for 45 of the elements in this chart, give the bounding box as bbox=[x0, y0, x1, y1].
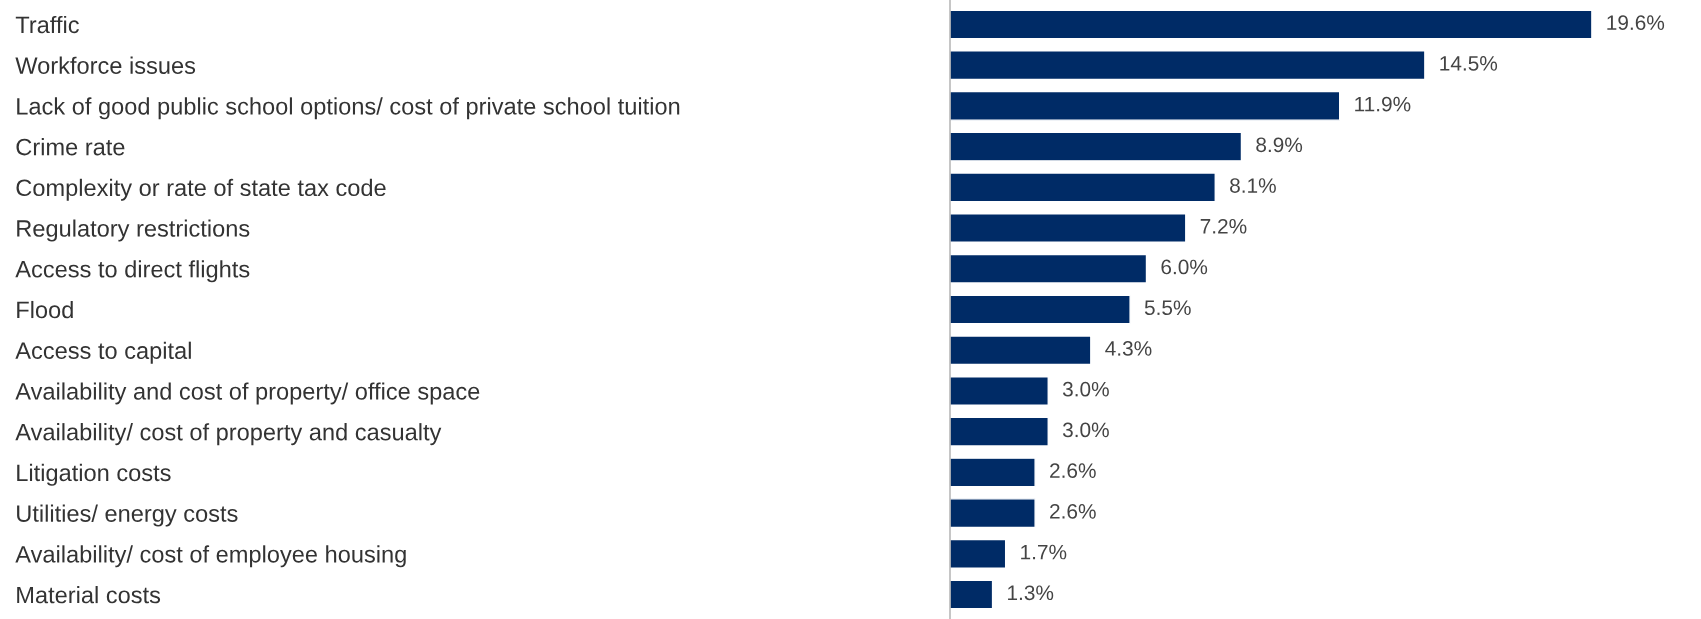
data-label: 6.0% bbox=[1161, 259, 1208, 275]
bar bbox=[950, 335, 1092, 366]
bar bbox=[950, 131, 1243, 162]
bar bbox=[950, 457, 1036, 488]
data-label: 5.5% bbox=[1144, 300, 1191, 316]
data-label: 4.3% bbox=[1105, 341, 1152, 356]
y-tick-label: Crime rate bbox=[16, 138, 125, 156]
y-tick-label: Availability/ cost of property and casualty bbox=[15, 423, 442, 446]
data-label: 3.0% bbox=[1062, 422, 1109, 438]
bar bbox=[950, 538, 1007, 569]
data-label: 2.6% bbox=[1050, 463, 1096, 478]
y-tick-label: Material costs bbox=[17, 586, 161, 604]
data-label: 7.2% bbox=[1200, 218, 1247, 234]
y-tick-label: Access to direct flights bbox=[15, 260, 250, 283]
y-tick-label: Lack of good public school options/ cost of private school tuition bbox=[17, 97, 680, 120]
y-tick-label: Workforce issues bbox=[15, 56, 196, 74]
y-tick-label: Availability and cost of property/ office space bbox=[15, 382, 480, 405]
y-tick-label: Traffic bbox=[15, 15, 79, 34]
y-tick-label: Litigation costs bbox=[17, 463, 171, 486]
y-tick-label: Flood bbox=[17, 300, 73, 319]
data-label: 14.5% bbox=[1440, 56, 1498, 71]
data-label: 11.9% bbox=[1355, 96, 1411, 112]
bar bbox=[950, 253, 1148, 284]
bar bbox=[950, 213, 1187, 244]
bar bbox=[950, 172, 1216, 203]
y-tick-label: Utilities/ energy costs bbox=[17, 504, 238, 527]
y-tick-label: Regulatory restrictions bbox=[17, 219, 250, 242]
data-label: 8.1% bbox=[1230, 178, 1276, 193]
bar bbox=[950, 416, 1049, 447]
y-tick-label: Access to capital bbox=[15, 341, 191, 364]
data-label: 8.9% bbox=[1256, 137, 1303, 153]
data-label: 3.0% bbox=[1062, 381, 1109, 397]
data-label: 1.3% bbox=[1008, 585, 1054, 601]
data-label: 2.6% bbox=[1050, 503, 1096, 519]
bar bbox=[950, 294, 1131, 325]
data-label: 1.7% bbox=[1021, 544, 1067, 560]
bar bbox=[950, 50, 1426, 81]
bar bbox=[950, 9, 1593, 40]
bar bbox=[950, 375, 1049, 406]
y-tick-label: Availability/ cost of employee housing bbox=[15, 545, 406, 568]
bar bbox=[950, 579, 994, 610]
data-label: 19.6% bbox=[1607, 15, 1665, 31]
bar bbox=[950, 498, 1036, 529]
bar bbox=[950, 90, 1341, 121]
y-tick-label: Complexity or rate of state tax code bbox=[16, 178, 386, 201]
